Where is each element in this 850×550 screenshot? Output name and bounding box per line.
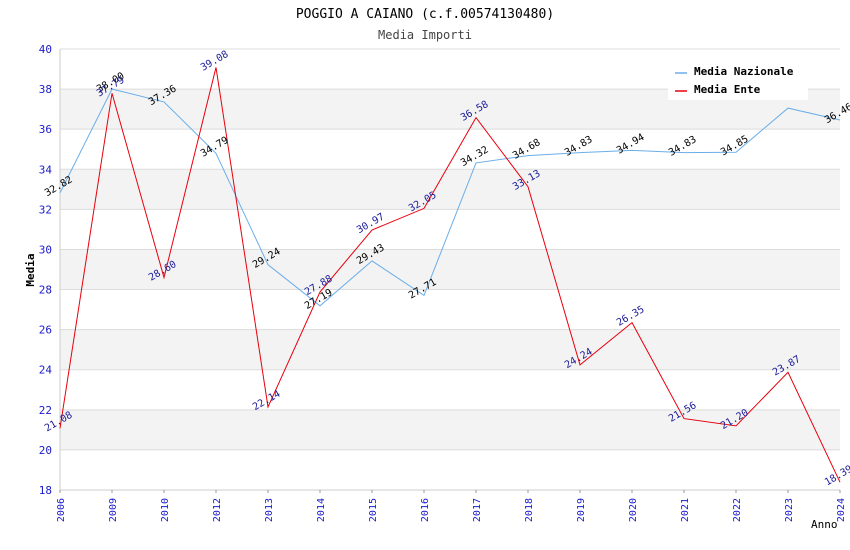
data-label-nazionale: 34.83 [667, 134, 699, 159]
y-tick-label: 20 [39, 444, 52, 457]
legend: Media Nazionale Media Ente [668, 60, 808, 100]
data-label-ente: 18.39 [823, 464, 850, 489]
chart-subtitle: Media Importi [378, 28, 472, 42]
legend-entry-nazionale: Media Nazionale [694, 65, 794, 78]
x-tick-label: 2009 [108, 498, 119, 522]
x-tick-label: 2021 [680, 498, 691, 522]
series-line-nazionale [59, 88, 841, 307]
y-tick-label: 34 [39, 163, 53, 176]
x-tick-label: 2020 [628, 498, 639, 522]
legend-entry-ente: Media Ente [694, 83, 761, 96]
x-tick-label: 2019 [576, 498, 587, 522]
grid-bands [60, 89, 840, 450]
y-tick-label: 26 [39, 324, 52, 337]
y-axis-label: Media [24, 253, 37, 286]
y-tick-label: 18 [39, 484, 52, 497]
chart-title: POGGIO A CAIANO (c.f.00574130480) [296, 7, 554, 22]
x-tick-label: 2013 [264, 498, 275, 522]
x-tick-label: 2014 [316, 498, 327, 522]
y-tick-label: 32 [39, 203, 52, 216]
data-label-nazionale: 34.79 [199, 135, 231, 160]
x-tick-label: 2017 [472, 498, 483, 522]
grid-band [60, 329, 840, 370]
grid-band [60, 249, 840, 290]
x-tick-label: 2022 [732, 498, 743, 522]
grid-lines [60, 48, 840, 491]
axes [59, 49, 840, 491]
x-tick-label: 2006 [56, 498, 67, 522]
data-label-nazionale: 34.94 [615, 132, 647, 157]
series-lines [59, 67, 841, 483]
x-tick-label: 2015 [368, 498, 379, 522]
data-label-nazionale: 34.68 [511, 137, 543, 162]
legend-box [668, 60, 808, 100]
x-tick-label: 2023 [784, 498, 795, 522]
y-tick-label: 28 [39, 284, 52, 297]
y-tick-label: 38 [39, 83, 52, 96]
series-line-ente [59, 67, 841, 483]
y-tick-label: 30 [39, 243, 52, 256]
y-axis-ticks: 18 20 22 24 26 28 30 32 34 36 38 40 [39, 43, 53, 497]
grid-band [60, 169, 840, 210]
data-label-ente: 30.97 [355, 212, 387, 237]
x-tick-label: 2012 [212, 498, 223, 522]
data-label-ente: 39.08 [199, 49, 231, 74]
x-tick-label: 2018 [524, 498, 535, 522]
x-axis-ticks: 2006 2009 2010 2012 2013 2014 2015 2016 2017 2018… [56, 490, 847, 522]
x-tick-label: 2016 [420, 498, 431, 522]
y-tick-label: 24 [39, 364, 53, 377]
data-label-nazionale: 34.85 [719, 134, 751, 159]
data-label-ente: 26.35 [615, 304, 647, 329]
grid-band [60, 409, 840, 450]
x-axis-label: Anno [811, 518, 838, 531]
y-tick-label: 36 [39, 123, 52, 136]
data-label-nazionale: 34.83 [563, 134, 595, 159]
y-tick-label: 22 [39, 404, 52, 417]
x-tick-label: 2010 [160, 498, 171, 522]
y-tick-label: 40 [39, 43, 52, 56]
x-tick-label: 2024 [836, 498, 847, 522]
